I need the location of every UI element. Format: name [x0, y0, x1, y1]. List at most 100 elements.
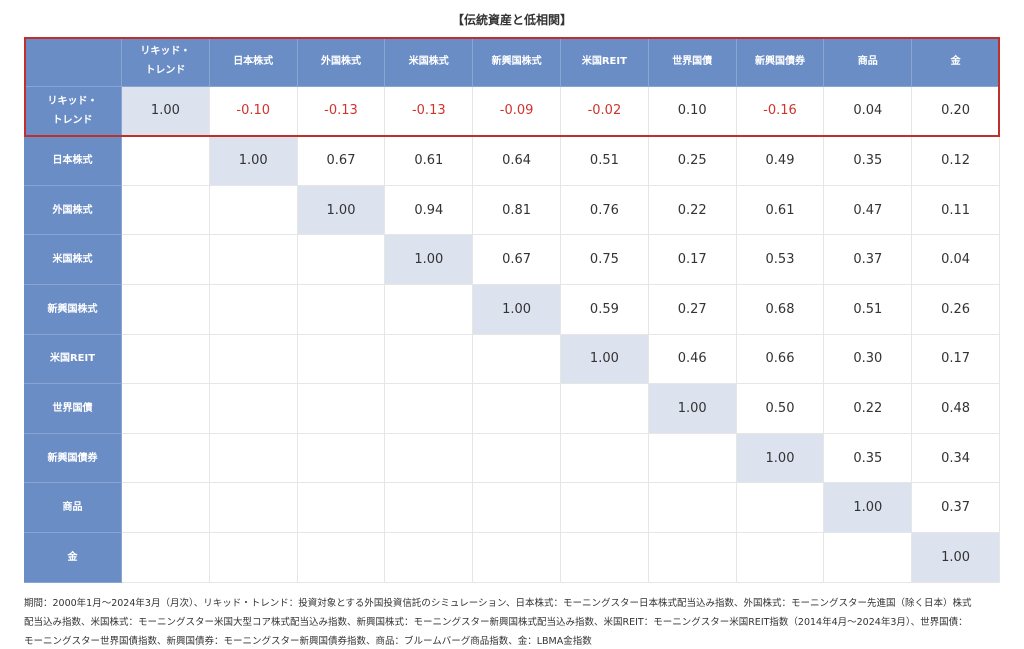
value-cell: 1.00	[912, 533, 1000, 583]
value-cell-text: 0.35	[853, 450, 883, 466]
column-header-text: 米国株式	[408, 55, 449, 67]
value-cell: 0.17	[648, 235, 737, 285]
column-header: 米国REIT	[561, 37, 649, 87]
column-header: リキッド・トレンド	[122, 37, 210, 87]
value-cell: 0.59	[561, 285, 649, 335]
value-cell-text: -0.16	[763, 103, 797, 119]
empty-cell	[385, 533, 474, 583]
empty-cell	[561, 384, 649, 434]
value-cell-text: 1.00	[238, 152, 268, 168]
value-cell-text: 0.37	[941, 500, 971, 516]
value-cell-text: 1.00	[150, 103, 180, 119]
column-header: 新興国株式	[473, 37, 561, 87]
value-cell: 0.04	[912, 235, 1000, 285]
value-cell: 0.26	[912, 285, 1000, 335]
value-cell: 0.48	[912, 384, 1000, 434]
empty-cell	[209, 384, 298, 434]
value-cell: 0.35	[824, 433, 913, 484]
value-cell-text: 0.47	[853, 202, 883, 218]
value-cell-text: -0.02	[587, 103, 622, 119]
value-cell-text: 0.20	[941, 103, 971, 119]
column-header: 外国株式	[297, 37, 386, 87]
value-cell: 0.46	[648, 334, 737, 385]
column-header-text: 米国REIT	[581, 55, 627, 67]
value-cell-text: 0.68	[765, 301, 795, 317]
value-cell-text: -0.09	[499, 103, 534, 119]
value-cell-text: 0.37	[853, 252, 883, 268]
value-cell: 0.64	[473, 136, 561, 186]
value-cell: 0.50	[736, 384, 825, 434]
row-header: 新興国株式	[24, 285, 122, 335]
value-cell-text: 0.46	[677, 351, 707, 367]
column-header-text: 新興国債券	[754, 55, 805, 67]
value-cell-text: 0.61	[765, 202, 795, 218]
corner-cell	[24, 37, 122, 87]
column-header-text: 外国株式	[320, 55, 361, 67]
empty-cell	[648, 433, 737, 484]
value-cell: 1.00	[297, 185, 386, 236]
empty-cell	[561, 433, 649, 484]
value-cell: 1.00	[122, 86, 210, 137]
empty-cell	[297, 533, 386, 583]
value-cell-text: 0.75	[589, 252, 619, 268]
row-header: リキッド・トレンド	[24, 86, 122, 137]
empty-cell	[648, 483, 737, 533]
value-cell-text: 0.04	[853, 103, 883, 119]
value-cell: 0.66	[736, 334, 825, 385]
row-header-text: 金	[67, 551, 78, 563]
value-cell-text: 1.00	[941, 549, 971, 565]
value-cell: 0.61	[736, 185, 825, 236]
value-cell: 0.11	[912, 185, 1000, 236]
value-cell-text: 0.51	[589, 152, 619, 168]
value-cell-text: 0.10	[677, 103, 707, 119]
value-cell: 0.81	[473, 185, 561, 236]
row-header-text: 世界国債	[52, 402, 93, 414]
column-header: 米国株式	[385, 37, 474, 87]
empty-cell	[209, 334, 298, 385]
empty-cell	[297, 334, 386, 385]
empty-cell	[122, 136, 210, 186]
value-cell-text: 0.04	[941, 252, 971, 268]
value-cell-text: 0.61	[414, 152, 444, 168]
value-cell-text: 1.00	[765, 450, 795, 466]
empty-cell	[473, 433, 561, 484]
empty-cell	[209, 185, 298, 236]
empty-cell	[473, 384, 561, 434]
value-cell: -0.13	[385, 86, 474, 137]
value-cell: 0.17	[912, 334, 1000, 385]
value-cell-text: 1.00	[589, 351, 619, 367]
value-cell: 0.61	[385, 136, 474, 186]
empty-cell	[122, 384, 210, 434]
empty-cell	[209, 533, 298, 583]
row-header: 米国株式	[24, 235, 122, 285]
column-header: 日本株式	[209, 37, 298, 87]
empty-cell	[736, 483, 825, 533]
value-cell-text: -0.13	[324, 103, 358, 119]
value-cell-text: 1.00	[853, 500, 883, 516]
value-cell: 0.76	[561, 185, 649, 236]
value-cell: 1.00	[648, 384, 737, 434]
empty-cell	[385, 334, 474, 385]
value-cell: 0.27	[648, 285, 737, 335]
row-header: 米国REIT	[24, 334, 122, 385]
value-cell-text: 0.59	[589, 301, 619, 317]
value-cell-text: 0.27	[677, 301, 707, 317]
value-cell-text: 1.00	[677, 400, 707, 416]
column-header: 金	[912, 37, 1000, 87]
value-cell: -0.09	[473, 86, 561, 137]
value-cell: 0.67	[473, 235, 561, 285]
empty-cell	[122, 285, 210, 335]
value-cell-text: 0.51	[853, 301, 883, 317]
value-cell: 0.34	[912, 433, 1000, 484]
empty-cell	[122, 433, 210, 484]
footnote: 期間：2000年1月～2024年3月（月次）、リキッド・トレンド：投資対象とする…	[24, 594, 971, 649]
value-cell: 0.75	[561, 235, 649, 285]
value-cell: 0.47	[824, 185, 913, 236]
value-cell: 0.22	[648, 185, 737, 236]
row-header: 外国株式	[24, 185, 122, 236]
empty-cell	[473, 533, 561, 583]
row-header: 商品	[24, 483, 122, 533]
empty-cell	[385, 483, 474, 533]
footnote-line: モーニングスター世界国債指数、新興国債券：モーニングスター新興国債券指数、商品：…	[24, 636, 592, 647]
